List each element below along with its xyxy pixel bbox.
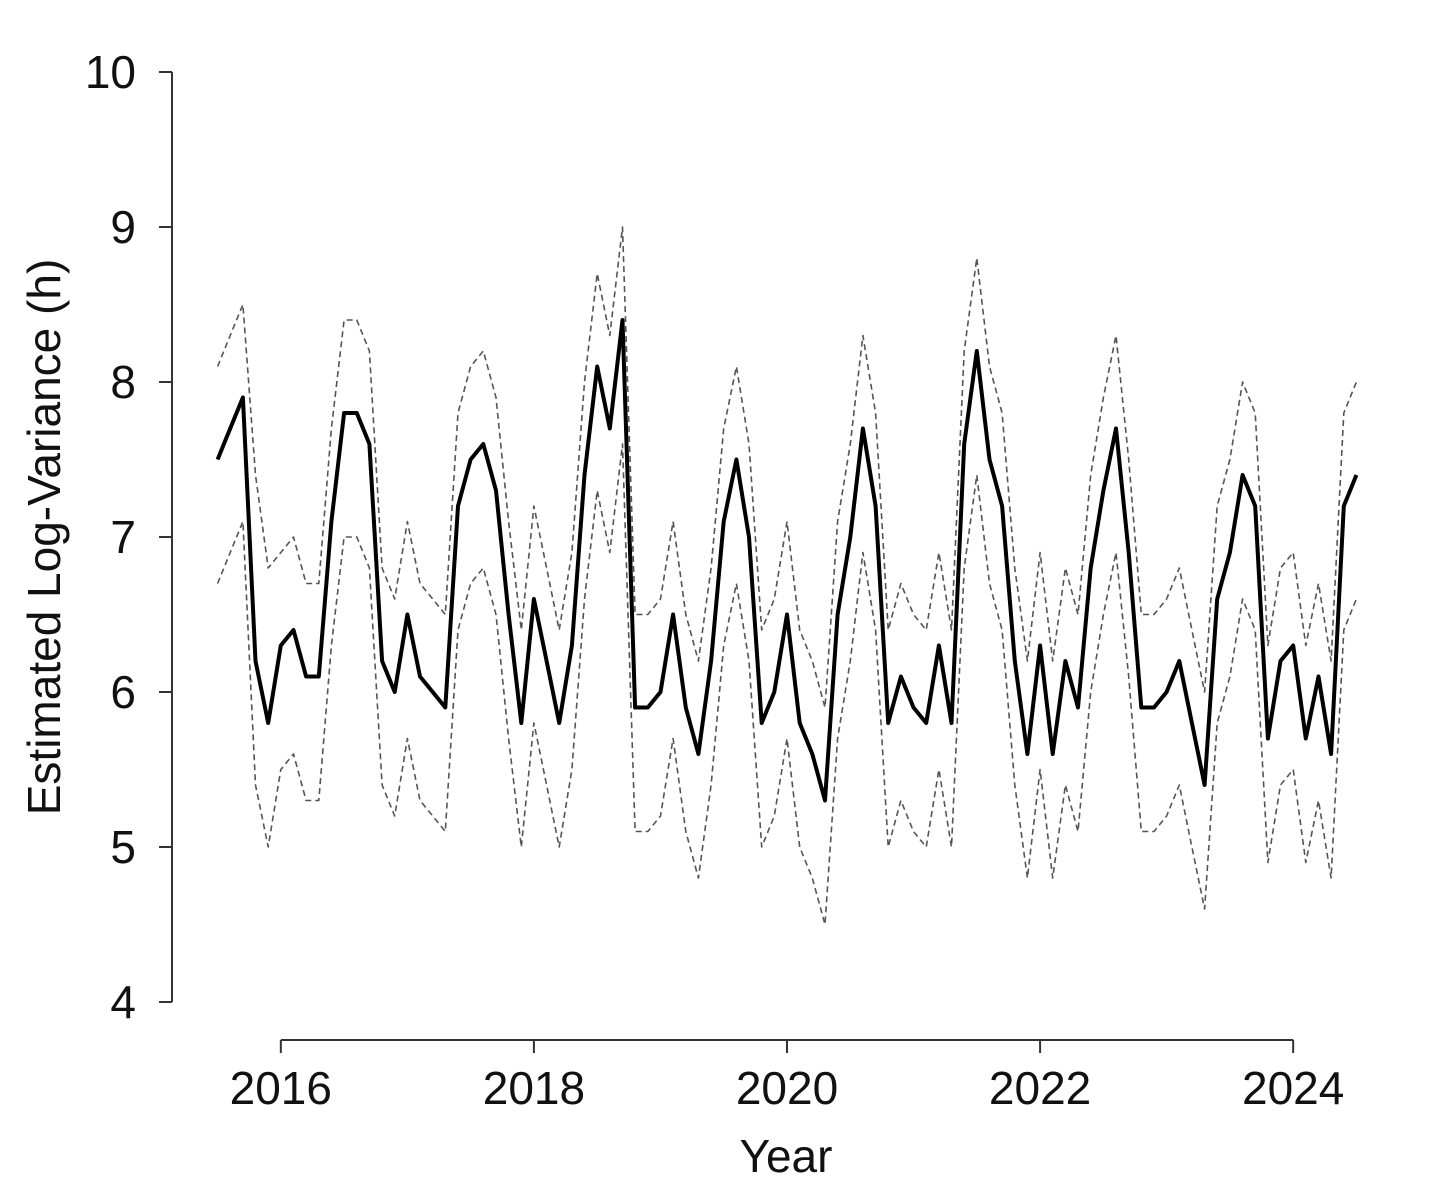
x-tick-label: 2022 xyxy=(989,1062,1091,1114)
y-tick-label: 4 xyxy=(110,976,136,1028)
x-axis-label: Year xyxy=(740,1130,833,1182)
x-tick-label: 2016 xyxy=(230,1062,332,1114)
y-tick-label: 5 xyxy=(110,821,136,873)
estimate-line xyxy=(215,318,1359,803)
y-tick-label: 8 xyxy=(110,356,136,408)
y-axis-label: Estimated Log-Variance (h) xyxy=(18,259,70,816)
x-tick-label: 2024 xyxy=(1242,1062,1344,1114)
y-tick-label: 9 xyxy=(110,201,136,253)
x-tick-label: 2020 xyxy=(736,1062,838,1114)
band-line xyxy=(216,226,1358,709)
band-line xyxy=(216,443,1358,926)
y-tick-label: 6 xyxy=(110,666,136,718)
x-tick-label: 2018 xyxy=(483,1062,585,1114)
y-tick-label: 10 xyxy=(85,46,136,98)
y-tick-label: 7 xyxy=(110,511,136,563)
